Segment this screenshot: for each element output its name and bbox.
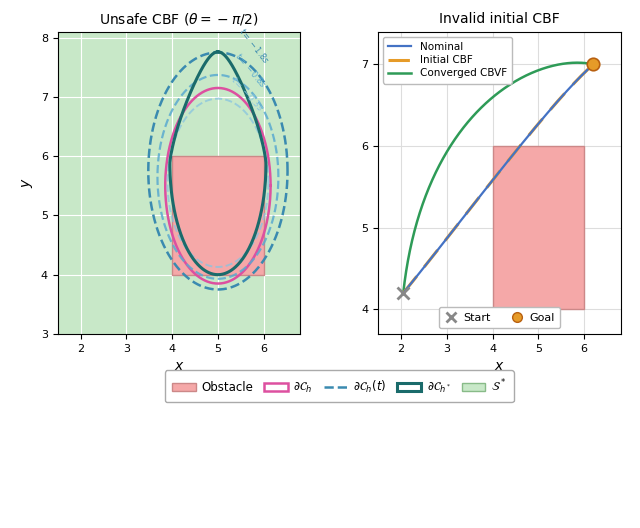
X-axis label: $x$: $x$ <box>173 359 184 373</box>
Y-axis label: $y$: $y$ <box>20 177 35 188</box>
Legend: Start, Goal: Start, Goal <box>438 307 560 328</box>
Text: $t=-1.8s$: $t=-1.8s$ <box>237 25 273 66</box>
Title: Invalid initial CBF: Invalid initial CBF <box>439 12 560 26</box>
Legend: Obstacle, $\partial\mathcal{C}_h$, $\partial\mathcal{C}_h(t)$, $\partial\mathcal: Obstacle, $\partial\mathcal{C}_h$, $\par… <box>165 370 513 402</box>
Bar <box>172 156 264 275</box>
Text: $t=-0.8s$: $t=-0.8s$ <box>232 50 269 90</box>
X-axis label: $x$: $x$ <box>494 359 505 373</box>
Title: Unsafe CBF ($\theta = -\pi/2$): Unsafe CBF ($\theta = -\pi/2$) <box>99 11 259 27</box>
Text: $t=-0.3s$: $t=-0.3s$ <box>229 74 266 114</box>
Bar <box>493 146 584 309</box>
